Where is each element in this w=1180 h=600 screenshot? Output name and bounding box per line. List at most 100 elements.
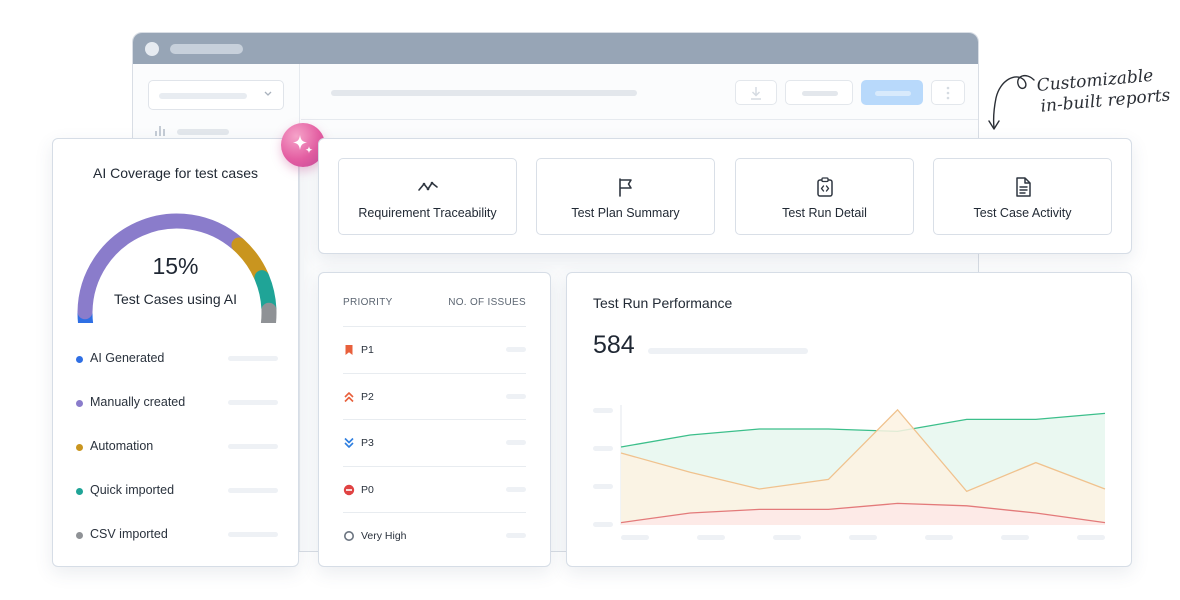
legend-item: Quick imported bbox=[76, 481, 278, 525]
window-tab-placeholder bbox=[170, 44, 243, 54]
reports-card: Requirement Traceability Test Plan Summa… bbox=[318, 138, 1132, 254]
flag-icon bbox=[618, 178, 632, 197]
report-label: Requirement Traceability bbox=[358, 206, 497, 220]
legend-item: AI Generated bbox=[76, 349, 278, 393]
table-row[interactable]: Very High bbox=[343, 512, 526, 559]
toolbar-secondary-button[interactable] bbox=[785, 80, 853, 105]
legend-value-placeholder bbox=[228, 400, 278, 405]
performance-value: 584 bbox=[593, 331, 635, 359]
area-series-line bbox=[620, 502, 1106, 524]
blocker-icon bbox=[343, 484, 355, 495]
column-header-issues: NO. OF ISSUES bbox=[448, 297, 526, 308]
background-sidebar bbox=[133, 64, 300, 551]
double-chevron-up-icon bbox=[344, 391, 354, 402]
report-test-run-detail[interactable]: Test Run Detail bbox=[735, 158, 914, 235]
report-label: Test Plan Summary bbox=[571, 206, 680, 220]
project-selector[interactable] bbox=[148, 80, 284, 110]
legend-dot bbox=[76, 400, 83, 407]
legend-dot bbox=[76, 444, 83, 451]
document-icon bbox=[1015, 177, 1031, 197]
issues-count-placeholder bbox=[506, 533, 526, 538]
legend-item: Automation bbox=[76, 437, 278, 481]
test-run-performance-card: Test Run Performance 584 bbox=[566, 272, 1132, 567]
table-row[interactable]: P3 bbox=[343, 419, 526, 466]
button-placeholder bbox=[802, 91, 838, 96]
more-options-button[interactable] bbox=[931, 80, 965, 105]
performance-subtitle-placeholder bbox=[648, 348, 808, 354]
legend-dot bbox=[76, 488, 83, 495]
button-placeholder bbox=[875, 91, 911, 96]
priority-table: P1 P2 P3 P0 Very High bbox=[343, 326, 526, 559]
performance-title: Test Run Performance bbox=[593, 295, 733, 311]
report-test-plan-summary[interactable]: Test Plan Summary bbox=[536, 158, 715, 235]
window-titlebar bbox=[133, 33, 978, 64]
chevron-down-icon bbox=[264, 91, 272, 96]
circle-outline-icon bbox=[344, 531, 354, 541]
ai-coverage-card: AI Coverage for test cases 15% Test Case… bbox=[52, 138, 299, 567]
download-icon bbox=[751, 86, 761, 100]
x-tick-placeholder bbox=[621, 535, 649, 540]
table-row[interactable]: P1 bbox=[343, 326, 526, 373]
ai-coverage-percent: 15% bbox=[152, 253, 199, 279]
area-series-line bbox=[620, 412, 1106, 448]
legend-item: Manually created bbox=[76, 393, 278, 437]
ai-coverage-gauge bbox=[77, 213, 277, 323]
sparkle-icon bbox=[293, 135, 313, 154]
issues-count-placeholder bbox=[506, 347, 526, 352]
legend-label: Manually created bbox=[90, 395, 186, 409]
area-series-fill bbox=[621, 503, 1105, 525]
x-tick-placeholder bbox=[773, 535, 801, 540]
table-row[interactable]: P0 bbox=[343, 465, 526, 513]
legend-dot bbox=[76, 532, 83, 539]
issues-count-placeholder bbox=[506, 486, 526, 492]
y-tick-placeholder bbox=[593, 408, 613, 413]
x-tick-placeholder bbox=[1077, 535, 1105, 540]
report-test-case-activity[interactable]: Test Case Activity bbox=[933, 158, 1112, 235]
priority-label: Very High bbox=[361, 530, 407, 542]
priority-label: P1 bbox=[361, 344, 374, 356]
sidebar-item-placeholder bbox=[177, 129, 229, 135]
sidebar-item-reports[interactable] bbox=[155, 126, 235, 138]
ai-sparkle-badge bbox=[281, 123, 325, 167]
area-series-fill bbox=[621, 409, 1105, 525]
y-tick-placeholder bbox=[593, 522, 613, 527]
background-toolbar bbox=[301, 64, 978, 120]
y-tick-placeholder bbox=[593, 484, 613, 489]
vertical-dots-icon bbox=[946, 86, 950, 99]
bar-chart-icon bbox=[155, 126, 167, 136]
performance-area-chart bbox=[593, 405, 1106, 540]
priority-label: P2 bbox=[361, 390, 374, 403]
x-tick-placeholder bbox=[1001, 535, 1029, 540]
priority-label: P3 bbox=[361, 437, 374, 449]
legend-value-placeholder bbox=[228, 444, 278, 449]
area-series-line bbox=[620, 408, 1106, 493]
curly-arrow-icon bbox=[988, 74, 1035, 130]
legend-value-placeholder bbox=[228, 488, 278, 493]
download-button[interactable] bbox=[735, 80, 777, 105]
code-clipboard-icon bbox=[816, 177, 833, 197]
x-tick-placeholder bbox=[849, 535, 877, 540]
report-requirement-traceability[interactable]: Requirement Traceability bbox=[338, 158, 517, 235]
legend-label: CSV imported bbox=[90, 527, 168, 541]
legend-label: Automation bbox=[90, 439, 154, 453]
x-tick-placeholder bbox=[697, 535, 725, 540]
window-control-dot[interactable] bbox=[145, 42, 159, 56]
toolbar-title-placeholder bbox=[331, 90, 637, 96]
bookmark-icon bbox=[345, 345, 353, 355]
toolbar-primary-button[interactable] bbox=[861, 80, 923, 105]
legend-value-placeholder bbox=[228, 532, 278, 537]
legend-value-placeholder bbox=[228, 356, 278, 361]
gauge-segment bbox=[260, 302, 277, 323]
priority-issues-card: PRIORITY NO. OF ISSUES P1 P2 P3 P0 Very … bbox=[318, 272, 551, 567]
ai-coverage-title: AI Coverage for test cases bbox=[93, 165, 258, 181]
table-row[interactable]: P2 bbox=[343, 372, 526, 420]
double-chevron-down-icon bbox=[344, 437, 354, 448]
report-label: Test Case Activity bbox=[973, 206, 1072, 220]
trend-line-icon bbox=[417, 181, 438, 191]
legend-dot bbox=[76, 356, 83, 363]
priority-label: P0 bbox=[361, 483, 374, 496]
issues-count-placeholder bbox=[506, 440, 526, 445]
annotation-text: Customizable in-built reports bbox=[1036, 64, 1179, 118]
legend-label: AI Generated bbox=[90, 351, 165, 365]
issues-count-placeholder bbox=[506, 393, 526, 399]
